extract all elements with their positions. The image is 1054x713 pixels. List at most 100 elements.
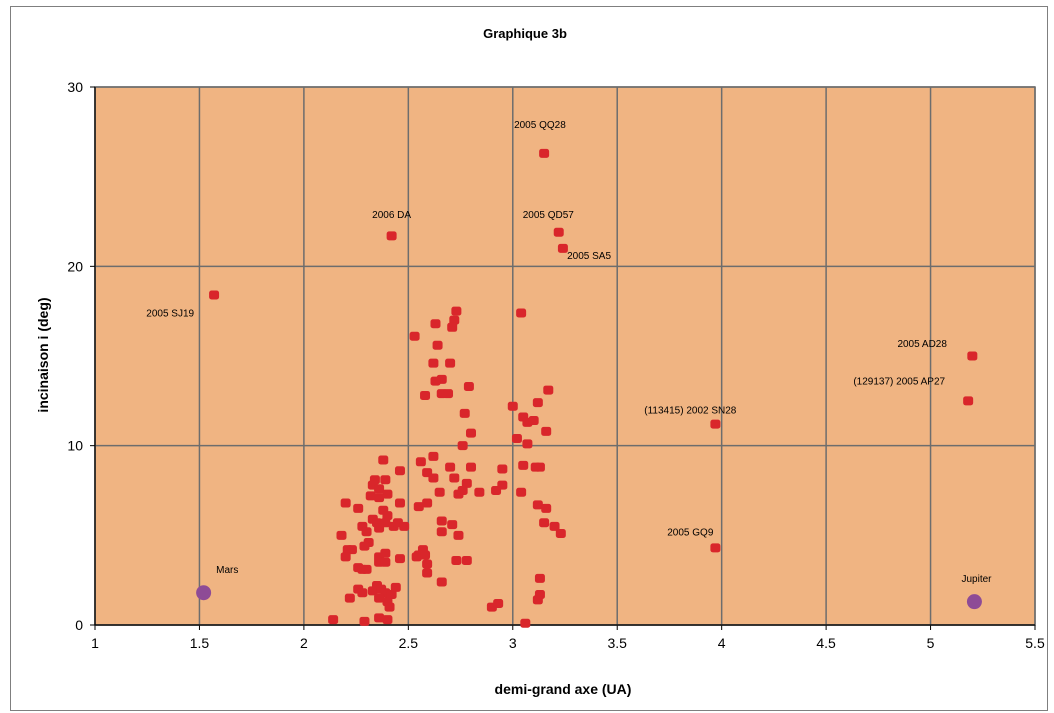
asteroid-point: [428, 473, 439, 483]
asteroid-point: [466, 462, 476, 472]
asteroid-point: [449, 473, 460, 483]
x-tick-labels: 1 1.5 2 2.5 3 3.5 4 4.5 5 5.5: [91, 635, 1045, 651]
asteroid-point: [543, 385, 554, 395]
asteroid-point: [532, 500, 543, 510]
asteroid-point: [453, 489, 464, 499]
asteroid-point: [399, 521, 410, 531]
asteroid-point: [436, 516, 447, 526]
x-tick-label: 5.5: [1025, 635, 1045, 651]
asteroid-point: [963, 396, 974, 406]
asteroid-point: [374, 484, 385, 494]
asteroid-point: [532, 595, 543, 605]
asteroid-point: [443, 389, 454, 399]
chart-title: Graphique 3b: [483, 26, 567, 41]
asteroid-point: [209, 290, 220, 300]
asteroid-point: [557, 243, 568, 253]
point-annotation: Mars: [216, 565, 238, 576]
y-tick-label: 20: [67, 258, 83, 274]
asteroid-point: [493, 598, 504, 608]
point-annotation: 2005 SJ19: [146, 309, 194, 320]
asteroid-point: [361, 527, 372, 537]
asteroid-point: [453, 530, 464, 540]
planet-point: [196, 585, 212, 601]
asteroid-point: [422, 559, 433, 569]
asteroid-point: [516, 308, 527, 318]
asteroid-point: [522, 439, 533, 449]
asteroid-point: [340, 552, 351, 562]
asteroid-point: [516, 487, 527, 497]
asteroid-point: [374, 493, 385, 503]
asteroid-point: [518, 460, 529, 470]
asteroid-point: [409, 331, 420, 341]
asteroid-point: [415, 457, 426, 467]
x-tick-label: 4: [718, 635, 726, 651]
asteroid-point: [451, 306, 462, 316]
asteroid-point: [374, 593, 385, 603]
asteroid-point: [528, 416, 539, 426]
asteroid-point: [382, 615, 393, 625]
asteroid-point: [461, 478, 472, 488]
asteroid-point: [534, 573, 545, 583]
asteroid-point: [336, 530, 347, 540]
asteroid-point: [413, 502, 424, 512]
asteroid-point: [474, 487, 485, 497]
asteroid-point: [430, 376, 441, 386]
asteroid-point: [420, 550, 431, 560]
planet-point: [966, 594, 982, 610]
asteroid-point: [520, 618, 531, 628]
asteroid-point: [374, 523, 385, 533]
asteroid-point: [328, 615, 339, 625]
point-annotation: 2005 SA5: [567, 251, 611, 262]
grid-lines: [90, 86, 1036, 630]
asteroid-point: [447, 520, 458, 530]
asteroid-point: [967, 351, 978, 361]
asteroid-point: [422, 498, 433, 508]
asteroid-point: [497, 480, 508, 490]
asteroid-point: [541, 426, 552, 436]
x-tick-label: 3.5: [607, 635, 627, 651]
x-axis-label: demi-grand axe (UA): [495, 681, 632, 697]
y-tick-label: 30: [67, 79, 83, 95]
y-tick-label: 10: [67, 438, 83, 454]
asteroid-point: [541, 503, 552, 513]
asteroid-point: [451, 555, 462, 565]
x-tick-label: 4.5: [816, 635, 836, 651]
y-tick-labels: 0 10 20 30: [67, 79, 83, 633]
asteroid-point: [394, 466, 405, 476]
x-tick-label: 1.5: [190, 635, 210, 651]
point-annotation: 2006 DA: [372, 210, 411, 221]
asteroid-point: [386, 231, 397, 241]
asteroid-point: [340, 498, 351, 508]
asteroid-point: [549, 521, 560, 531]
asteroid-point: [710, 543, 721, 553]
asteroid-point: [434, 487, 445, 497]
asteroid-point: [359, 616, 370, 626]
data-points: [196, 148, 982, 628]
asteroid-point: [353, 503, 364, 513]
asteroid-point: [445, 462, 456, 472]
asteroid-point: [430, 319, 441, 329]
asteroid-point: [532, 398, 543, 408]
asteroid-point: [382, 489, 393, 499]
point-annotation: 2005 GQ9: [667, 527, 714, 538]
point-annotation: 2005 QD57: [523, 210, 575, 221]
asteroid-point: [553, 227, 564, 237]
asteroid-point: [394, 554, 405, 564]
asteroid-point: [534, 462, 545, 472]
point-annotation: 2005 AD28: [897, 339, 947, 350]
point-annotation: Jupiter: [962, 574, 993, 585]
plot-area: [94, 86, 1036, 626]
asteroid-point: [380, 475, 391, 485]
y-tick-label: 0: [75, 617, 83, 633]
asteroid-point: [539, 518, 550, 528]
asteroid-point: [457, 441, 468, 451]
asteroid-point: [378, 455, 389, 465]
asteroid-point: [449, 315, 460, 325]
asteroid-point: [422, 568, 433, 578]
asteroid-point: [420, 390, 431, 400]
asteroid-point: [463, 381, 474, 391]
asteroid-point: [380, 557, 391, 567]
point-annotations: 2005 QQ28 2006 DA 2005 QD57 2005 SA5 2005 SJ…: [146, 120, 992, 585]
x-tick-label: 1: [91, 635, 99, 651]
